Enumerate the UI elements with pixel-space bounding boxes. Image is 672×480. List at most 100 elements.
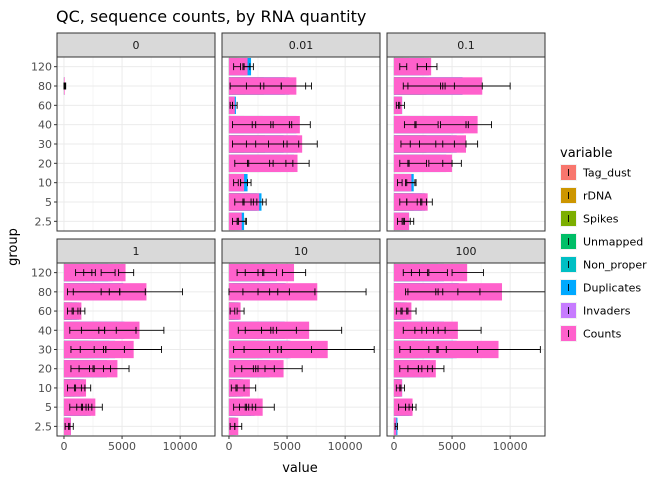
facet-panel: 10 0 5000 10000 bbox=[221, 238, 381, 453]
error-bar bbox=[240, 179, 252, 187]
facet-strip-label: 1 bbox=[133, 245, 140, 258]
panel-border bbox=[386, 56, 546, 232]
error-bar bbox=[399, 63, 408, 71]
y-tick-label: 120 bbox=[31, 61, 52, 74]
error-bar bbox=[397, 217, 403, 225]
error-bar bbox=[395, 307, 402, 315]
error-bar bbox=[410, 269, 429, 277]
legend-item: rDNA bbox=[560, 187, 612, 204]
facet-strip bbox=[56, 32, 216, 58]
facet-strip bbox=[221, 32, 381, 58]
error-bar bbox=[118, 269, 135, 277]
panel-border bbox=[386, 262, 546, 437]
error-bar bbox=[453, 140, 479, 148]
x-tick-label: 10000 bbox=[328, 440, 363, 453]
error-bar bbox=[403, 217, 415, 225]
error-bar bbox=[442, 159, 462, 167]
bar-counts bbox=[393, 57, 432, 76]
facet-panel: 100 0 5000 10000 bbox=[386, 238, 546, 453]
error-bar bbox=[251, 403, 275, 411]
error-bar bbox=[229, 307, 236, 315]
error-bar bbox=[285, 159, 310, 167]
x-tick-label: 5000 bbox=[108, 440, 136, 453]
error-bar bbox=[407, 307, 417, 315]
bar-counts bbox=[393, 173, 412, 192]
error-bar bbox=[77, 307, 86, 315]
error-bar bbox=[264, 365, 303, 373]
facet-strip-label: 0 bbox=[133, 39, 140, 52]
y-tick-label: 120 bbox=[31, 267, 52, 280]
y-axis-title: group bbox=[6, 228, 21, 266]
x-tick-label: 10000 bbox=[493, 440, 528, 453]
facet-strip bbox=[386, 32, 546, 58]
y-tick-label: 2.5 bbox=[35, 215, 53, 228]
facet-strip-label: 10 bbox=[294, 245, 308, 258]
panel-border bbox=[221, 56, 381, 232]
legend-label: Non_proper bbox=[583, 259, 647, 272]
error-bar bbox=[421, 198, 433, 206]
legend-item: Tag_dust bbox=[560, 164, 632, 181]
error-bar bbox=[465, 121, 493, 129]
legend-title: variable bbox=[560, 146, 612, 161]
error-bar bbox=[426, 63, 438, 71]
x-tick-label: 10000 bbox=[163, 440, 198, 453]
error-bar bbox=[68, 422, 74, 430]
error-bar bbox=[399, 384, 405, 392]
legend-label: Unmapped bbox=[583, 236, 643, 249]
error-bar bbox=[243, 384, 257, 392]
error-bar bbox=[100, 269, 116, 277]
facet-panel: 0.1 bbox=[386, 32, 546, 232]
bar-counts bbox=[63, 302, 82, 320]
error-bar bbox=[397, 179, 403, 187]
error-bar bbox=[80, 384, 92, 392]
x-tick-label: 5000 bbox=[438, 440, 466, 453]
error-bar bbox=[233, 179, 239, 187]
error-bar bbox=[399, 101, 405, 109]
error-bar bbox=[428, 269, 448, 277]
facet-strip-label: 100 bbox=[456, 245, 477, 258]
error-bar bbox=[286, 140, 318, 148]
y-tick-label: 40 bbox=[38, 324, 52, 337]
legend-label: Spikes bbox=[583, 213, 619, 226]
error-bar bbox=[453, 82, 511, 90]
error-bar bbox=[232, 101, 238, 109]
legend: variable Tag_dust rDNA Spikes Unmapped Non_p… bbox=[560, 146, 647, 342]
error-bar bbox=[451, 269, 484, 277]
error-bar bbox=[406, 179, 417, 187]
error-bar bbox=[87, 403, 103, 411]
legend-item: Unmapped bbox=[560, 233, 643, 250]
facet-panel: 0.01 bbox=[221, 32, 381, 232]
x-axis-title: value bbox=[282, 461, 318, 476]
y-tick-label: 20 bbox=[38, 363, 52, 376]
error-bar bbox=[280, 82, 312, 90]
y-tick-label: 10 bbox=[38, 177, 52, 190]
error-bar bbox=[281, 269, 307, 277]
error-bar bbox=[437, 326, 482, 334]
chart-title: QC, sequence counts, by RNA quantity bbox=[56, 7, 366, 26]
error-bar bbox=[276, 326, 343, 334]
error-bar bbox=[115, 326, 165, 334]
error-bar bbox=[401, 307, 408, 315]
error-bar bbox=[237, 217, 247, 225]
y-tick-label: 80 bbox=[38, 80, 52, 93]
error-bar bbox=[280, 346, 375, 353]
error-bar bbox=[78, 365, 94, 373]
y-tick-label: 30 bbox=[38, 138, 52, 151]
error-bar bbox=[233, 63, 242, 71]
error-bar bbox=[67, 384, 75, 392]
legend-item: Spikes bbox=[560, 210, 619, 227]
facet-strip bbox=[56, 238, 216, 264]
error-bar bbox=[395, 101, 400, 109]
y-tick-label: 2.5 bbox=[35, 420, 53, 433]
y-tick-label: 5 bbox=[45, 196, 52, 209]
error-bar bbox=[234, 422, 243, 430]
error-bar bbox=[105, 346, 163, 353]
error-bar bbox=[236, 307, 245, 315]
facet-panel: 1 120 80 60 40 30 20 10 5 2.5 0 5000 10000 bbox=[31, 238, 216, 453]
y-tick-label: 30 bbox=[38, 344, 52, 357]
error-bar bbox=[252, 198, 267, 206]
error-bar bbox=[414, 121, 439, 129]
y-tick-label: 80 bbox=[38, 286, 52, 299]
error-bar bbox=[408, 403, 417, 411]
